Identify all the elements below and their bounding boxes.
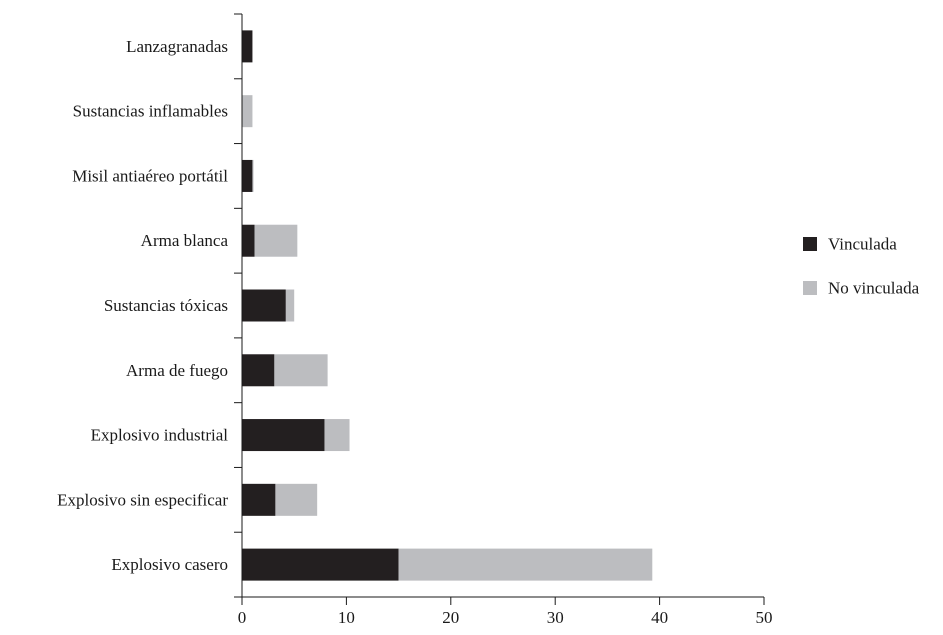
bar-explosivo-industrial-no-vinculada (324, 419, 350, 452)
bar-explosivo-casero-no-vinculada (398, 548, 653, 581)
category-label-arma-de-fuego: Arma de fuego (126, 361, 228, 380)
axes-layer (234, 13, 765, 605)
bar-misil-antiaereo-portatil-no-vinculada (252, 159, 254, 192)
bar-sustancias-toxicas-no-vinculada (285, 289, 295, 322)
legend: Vinculada No vinculada (803, 235, 920, 298)
category-label-sustancias-toxicas: Sustancias tóxicas (104, 296, 228, 315)
bar-lanzagranadas-vinculada (242, 30, 253, 63)
category-label-explosivo-sin-especificar: Explosivo sin especificar (57, 490, 228, 509)
bars-layer (242, 30, 653, 581)
bar-sustancias-inflamables-no-vinculada (242, 95, 253, 128)
bar-sustancias-toxicas-vinculada (242, 289, 286, 322)
bar-explosivo-sin-especificar-vinculada (242, 483, 276, 516)
bar-arma-de-fuego-vinculada (242, 354, 275, 387)
category-label-explosivo-industrial: Explosivo industrial (91, 426, 229, 445)
x-tick-label-50: 50 (756, 608, 773, 627)
x-tick-label-10: 10 (338, 608, 355, 627)
legend-swatch-no-vinculada (803, 281, 817, 295)
category-label-explosivo-casero: Explosivo casero (111, 555, 228, 574)
bar-explosivo-industrial-vinculada (242, 419, 325, 452)
bar-explosivo-sin-especificar-no-vinculada (275, 483, 318, 516)
x-tick-label-0: 0 (238, 608, 247, 627)
x-tick-label-30: 30 (547, 608, 564, 627)
bar-explosivo-casero-vinculada (242, 548, 399, 581)
legend-swatch-vinculada (803, 237, 817, 251)
category-label-misil-antiaereo-portatil: Misil antiaéreo portátil (72, 166, 228, 185)
bar-arma-de-fuego-no-vinculada (274, 354, 328, 387)
bar-arma-blanca-no-vinculada (254, 224, 298, 257)
category-label-lanzagranadas: Lanzagranadas (126, 37, 228, 56)
x-tick-label-40: 40 (651, 608, 668, 627)
x-tick-labels: 0 10 20 30 40 50 (238, 608, 773, 627)
x-tick-label-20: 20 (442, 608, 459, 627)
bar-arma-blanca-vinculada (242, 224, 255, 257)
bar-misil-antiaereo-portatil-vinculada (242, 159, 253, 192)
category-label-sustancias-inflamables: Sustancias inflamables (73, 102, 228, 121)
legend-label-vinculada: Vinculada (828, 235, 897, 254)
category-label-arma-blanca: Arma blanca (141, 231, 229, 250)
category-labels: Lanzagranadas Sustancias inflamables Misil… (57, 37, 228, 574)
legend-label-no-vinculada: No vinculada (828, 279, 920, 298)
